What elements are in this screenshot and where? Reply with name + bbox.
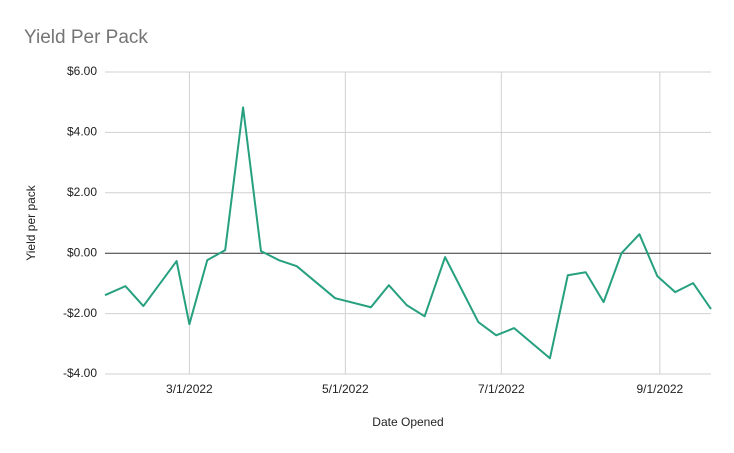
x-tick-label: 7/1/2022 <box>478 382 525 396</box>
y-tick-label: $6.00 <box>67 64 97 78</box>
x-tick-label: 3/1/2022 <box>166 382 213 396</box>
y-axis-label: Yield per pack <box>24 184 38 261</box>
x-tick-label: 9/1/2022 <box>637 382 684 396</box>
x-axis-label: Date Opened <box>372 415 443 429</box>
chart-title: Yield Per Pack <box>24 27 148 48</box>
line <box>104 106 712 360</box>
y-tick-label: -$4.00 <box>63 366 97 380</box>
x-tick-label: 5/1/2022 <box>322 382 369 396</box>
y-tick-label: $0.00 <box>67 245 97 259</box>
y-tick-label: $2.00 <box>67 185 97 199</box>
y-tick-label: $4.00 <box>67 125 97 139</box>
y-tick-label: -$2.00 <box>63 306 97 320</box>
